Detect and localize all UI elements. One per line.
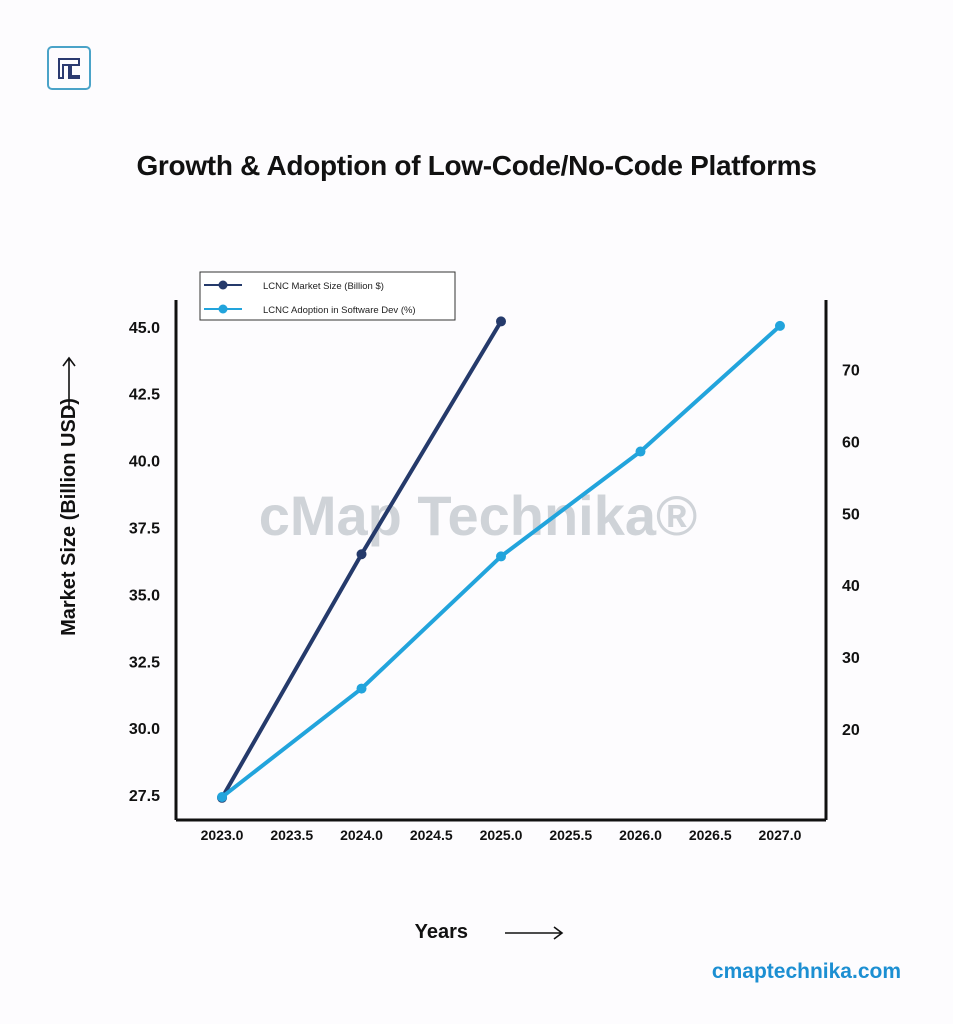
y-tick-label: 30.0 [129,721,160,738]
x-tick-label: 2025.0 [480,827,523,843]
y-tick-label: 32.5 [129,654,160,671]
x-tick-label: 2027.0 [759,827,802,843]
x-arrow-icon [505,926,564,940]
data-point [217,792,228,803]
y2-tick-label: 70 [842,363,860,380]
y-tick-label: 37.5 [129,520,160,537]
legend-marker-icon [218,280,228,290]
y2-tick-label: 50 [842,506,860,523]
legend-box [199,271,456,321]
y-tick-label: 42.5 [129,387,160,404]
footer-link[interactable]: cmaptechnika.com [711,960,901,983]
t-logo-icon [47,46,91,90]
x-tick-label: 2025.5 [549,827,592,843]
y2-tick-label: 40 [842,578,860,595]
y-tick-label: 27.5 [129,788,160,805]
data-point [496,551,506,562]
y2-tick-label: 20 [842,722,860,739]
x-axis-label: Years [415,921,468,943]
y-axis-label: Market Size (Billion USD) [58,398,80,636]
legend-label: LCNC Market Size (Billion $) [263,281,384,292]
x-tick-label: 2023.5 [270,827,313,843]
y-tick-label: 40.0 [129,454,160,471]
x-tick-label: 2023.0 [201,827,244,843]
y2-tick-label: 60 [842,434,860,451]
data-point [356,683,367,694]
x-tick-label: 2026.5 [689,827,732,843]
series-line-1 [220,320,503,799]
data-point [496,316,506,327]
y2-tick-label: 30 [842,650,860,667]
y-arrow-icon [62,356,76,410]
data-point [356,549,367,560]
y-tick-label: 35.0 [129,587,160,604]
data-point [774,320,785,331]
chart-title: Growth & Adoption of Low-Code/No-Code Pl… [136,150,817,181]
legend-marker-icon [218,304,228,314]
data-point [635,446,646,457]
x-tick-label: 2026.0 [619,827,662,843]
series-line-2 [220,324,782,799]
x-tick-label: 2024.5 [410,827,453,843]
x-tick-label: 2024.0 [340,827,383,843]
legend-label: LCNC Adoption in Software Dev (%) [263,305,416,316]
watermark: cMap Technika® [259,484,698,547]
y-tick-label: 45.0 [129,320,160,337]
